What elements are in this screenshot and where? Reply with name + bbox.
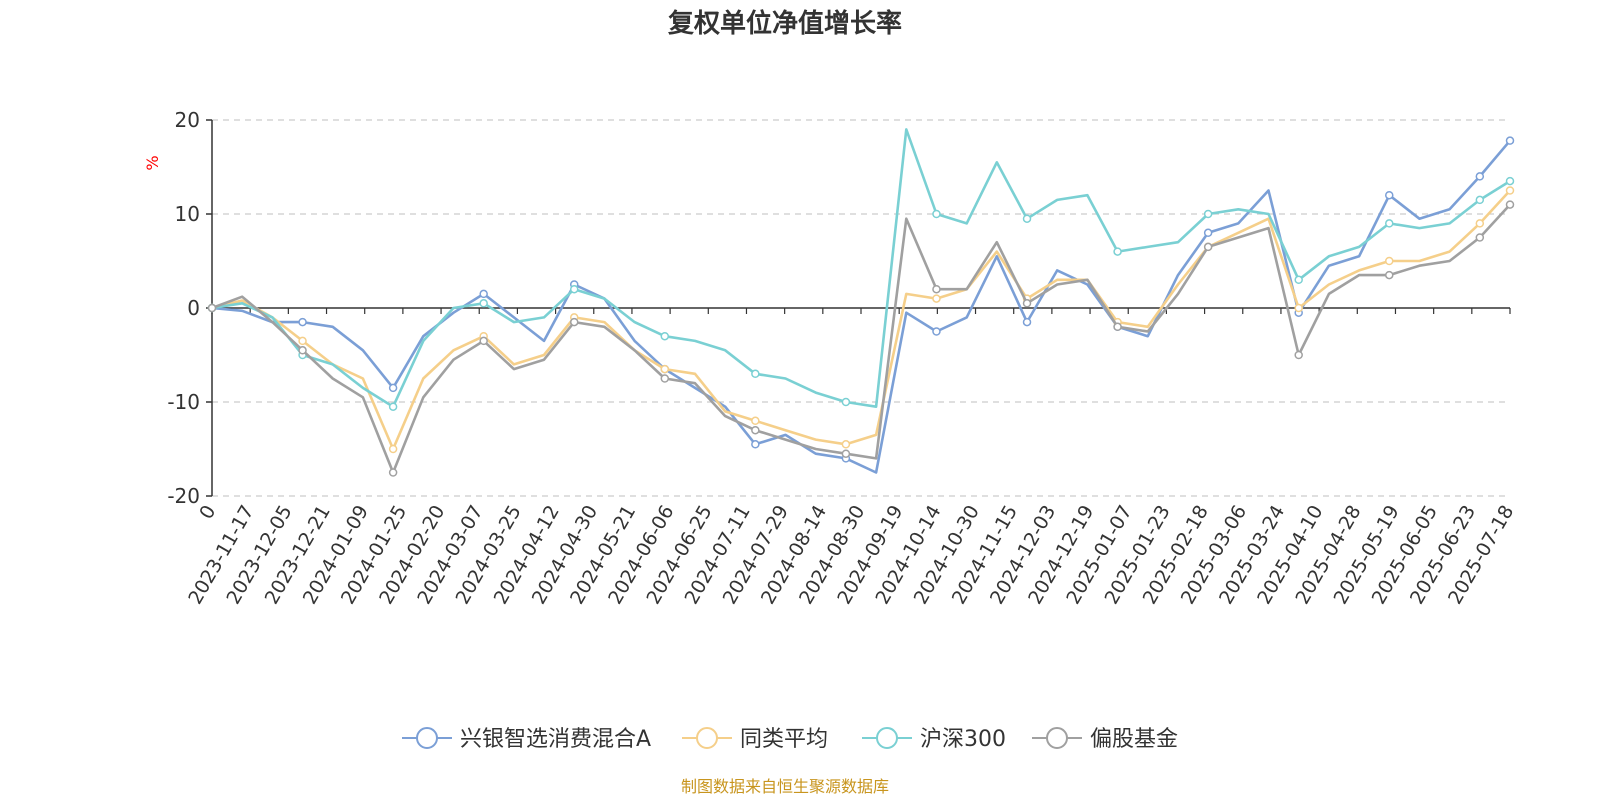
series-line xyxy=(211,139,1511,474)
series-line xyxy=(211,128,1511,408)
data-point xyxy=(660,331,670,341)
legend-item[interactable]: 沪深300 xyxy=(862,727,1006,752)
data-point xyxy=(1385,270,1394,280)
legend-marker-icon xyxy=(1046,727,1068,749)
data-point xyxy=(388,468,398,477)
data-point xyxy=(932,209,941,219)
data-point xyxy=(1385,190,1394,200)
data-point xyxy=(660,374,670,383)
data-point xyxy=(569,317,579,327)
chart-title: 复权单位净值增长率 xyxy=(668,8,902,39)
y-tick-label: 0 xyxy=(187,296,200,320)
data-point xyxy=(1203,228,1213,238)
data-point xyxy=(660,364,670,374)
data-point xyxy=(1203,242,1213,252)
data-point xyxy=(1203,209,1213,219)
data-point xyxy=(298,336,307,346)
legend-item[interactable]: 同类平均 xyxy=(682,727,828,752)
data-point xyxy=(298,346,307,355)
data-point xyxy=(1475,219,1485,228)
data-point xyxy=(1294,275,1303,285)
data-point xyxy=(207,303,217,313)
x-tick-label: 0 xyxy=(195,502,220,523)
data-point xyxy=(1022,299,1032,308)
legend-marker-icon xyxy=(876,727,898,749)
data-point xyxy=(388,402,398,411)
legend-label: 偏股基金 xyxy=(1090,727,1178,752)
data-point xyxy=(751,425,760,435)
y-tick-label: -20 xyxy=(167,484,200,508)
legend-item[interactable]: 偏股基金 xyxy=(1032,727,1178,752)
data-point xyxy=(751,369,760,379)
data-point xyxy=(479,289,488,299)
legend-label: 兴银智选消费混合A xyxy=(460,727,651,752)
legend-item[interactable]: 兴银智选消费混合A xyxy=(402,727,651,752)
data-point xyxy=(1022,317,1032,327)
data-point xyxy=(1505,186,1515,195)
data-point xyxy=(1294,303,1303,313)
legend-marker-icon xyxy=(416,727,438,749)
data-point xyxy=(298,317,307,327)
data-point xyxy=(1385,256,1394,266)
data-point xyxy=(1505,176,1515,186)
data-point xyxy=(841,397,851,407)
data-point xyxy=(1505,136,1515,145)
data-point xyxy=(751,416,760,426)
legend-marker-icon xyxy=(696,727,718,749)
data-point xyxy=(1475,233,1485,242)
y-unit-label: % xyxy=(143,155,162,170)
data-point xyxy=(1022,214,1032,223)
data-point xyxy=(388,383,398,393)
y-tick-label: -10 xyxy=(167,390,200,414)
series-lines xyxy=(207,128,1515,477)
data-point xyxy=(1113,322,1122,332)
data-point xyxy=(1475,195,1485,205)
series-line xyxy=(211,203,1511,474)
legend-label: 沪深300 xyxy=(920,727,1006,752)
data-point xyxy=(841,440,851,449)
data-point xyxy=(569,284,579,294)
legend[interactable]: 兴银智选消费混合A 同类平均 沪深300 偏股基金 xyxy=(402,727,1178,752)
series-line xyxy=(211,189,1511,451)
data-point xyxy=(479,336,488,346)
grid xyxy=(212,119,1510,497)
data-point xyxy=(1294,350,1303,360)
y-tick-label: 10 xyxy=(175,202,200,226)
data-point xyxy=(388,444,398,454)
data-point xyxy=(1505,200,1515,209)
data-point xyxy=(751,440,760,449)
data-point xyxy=(932,327,941,336)
data-point xyxy=(932,294,941,303)
data-point xyxy=(932,284,941,294)
legend-label: 同类平均 xyxy=(740,727,828,752)
data-point xyxy=(841,449,851,458)
data-point xyxy=(479,299,488,308)
data-point xyxy=(1113,247,1122,256)
data-point xyxy=(1385,219,1394,228)
data-point xyxy=(1475,172,1485,181)
source-note: 制图数据来自恒生聚源数据库 xyxy=(681,777,889,796)
y-tick-label: 20 xyxy=(175,108,200,132)
